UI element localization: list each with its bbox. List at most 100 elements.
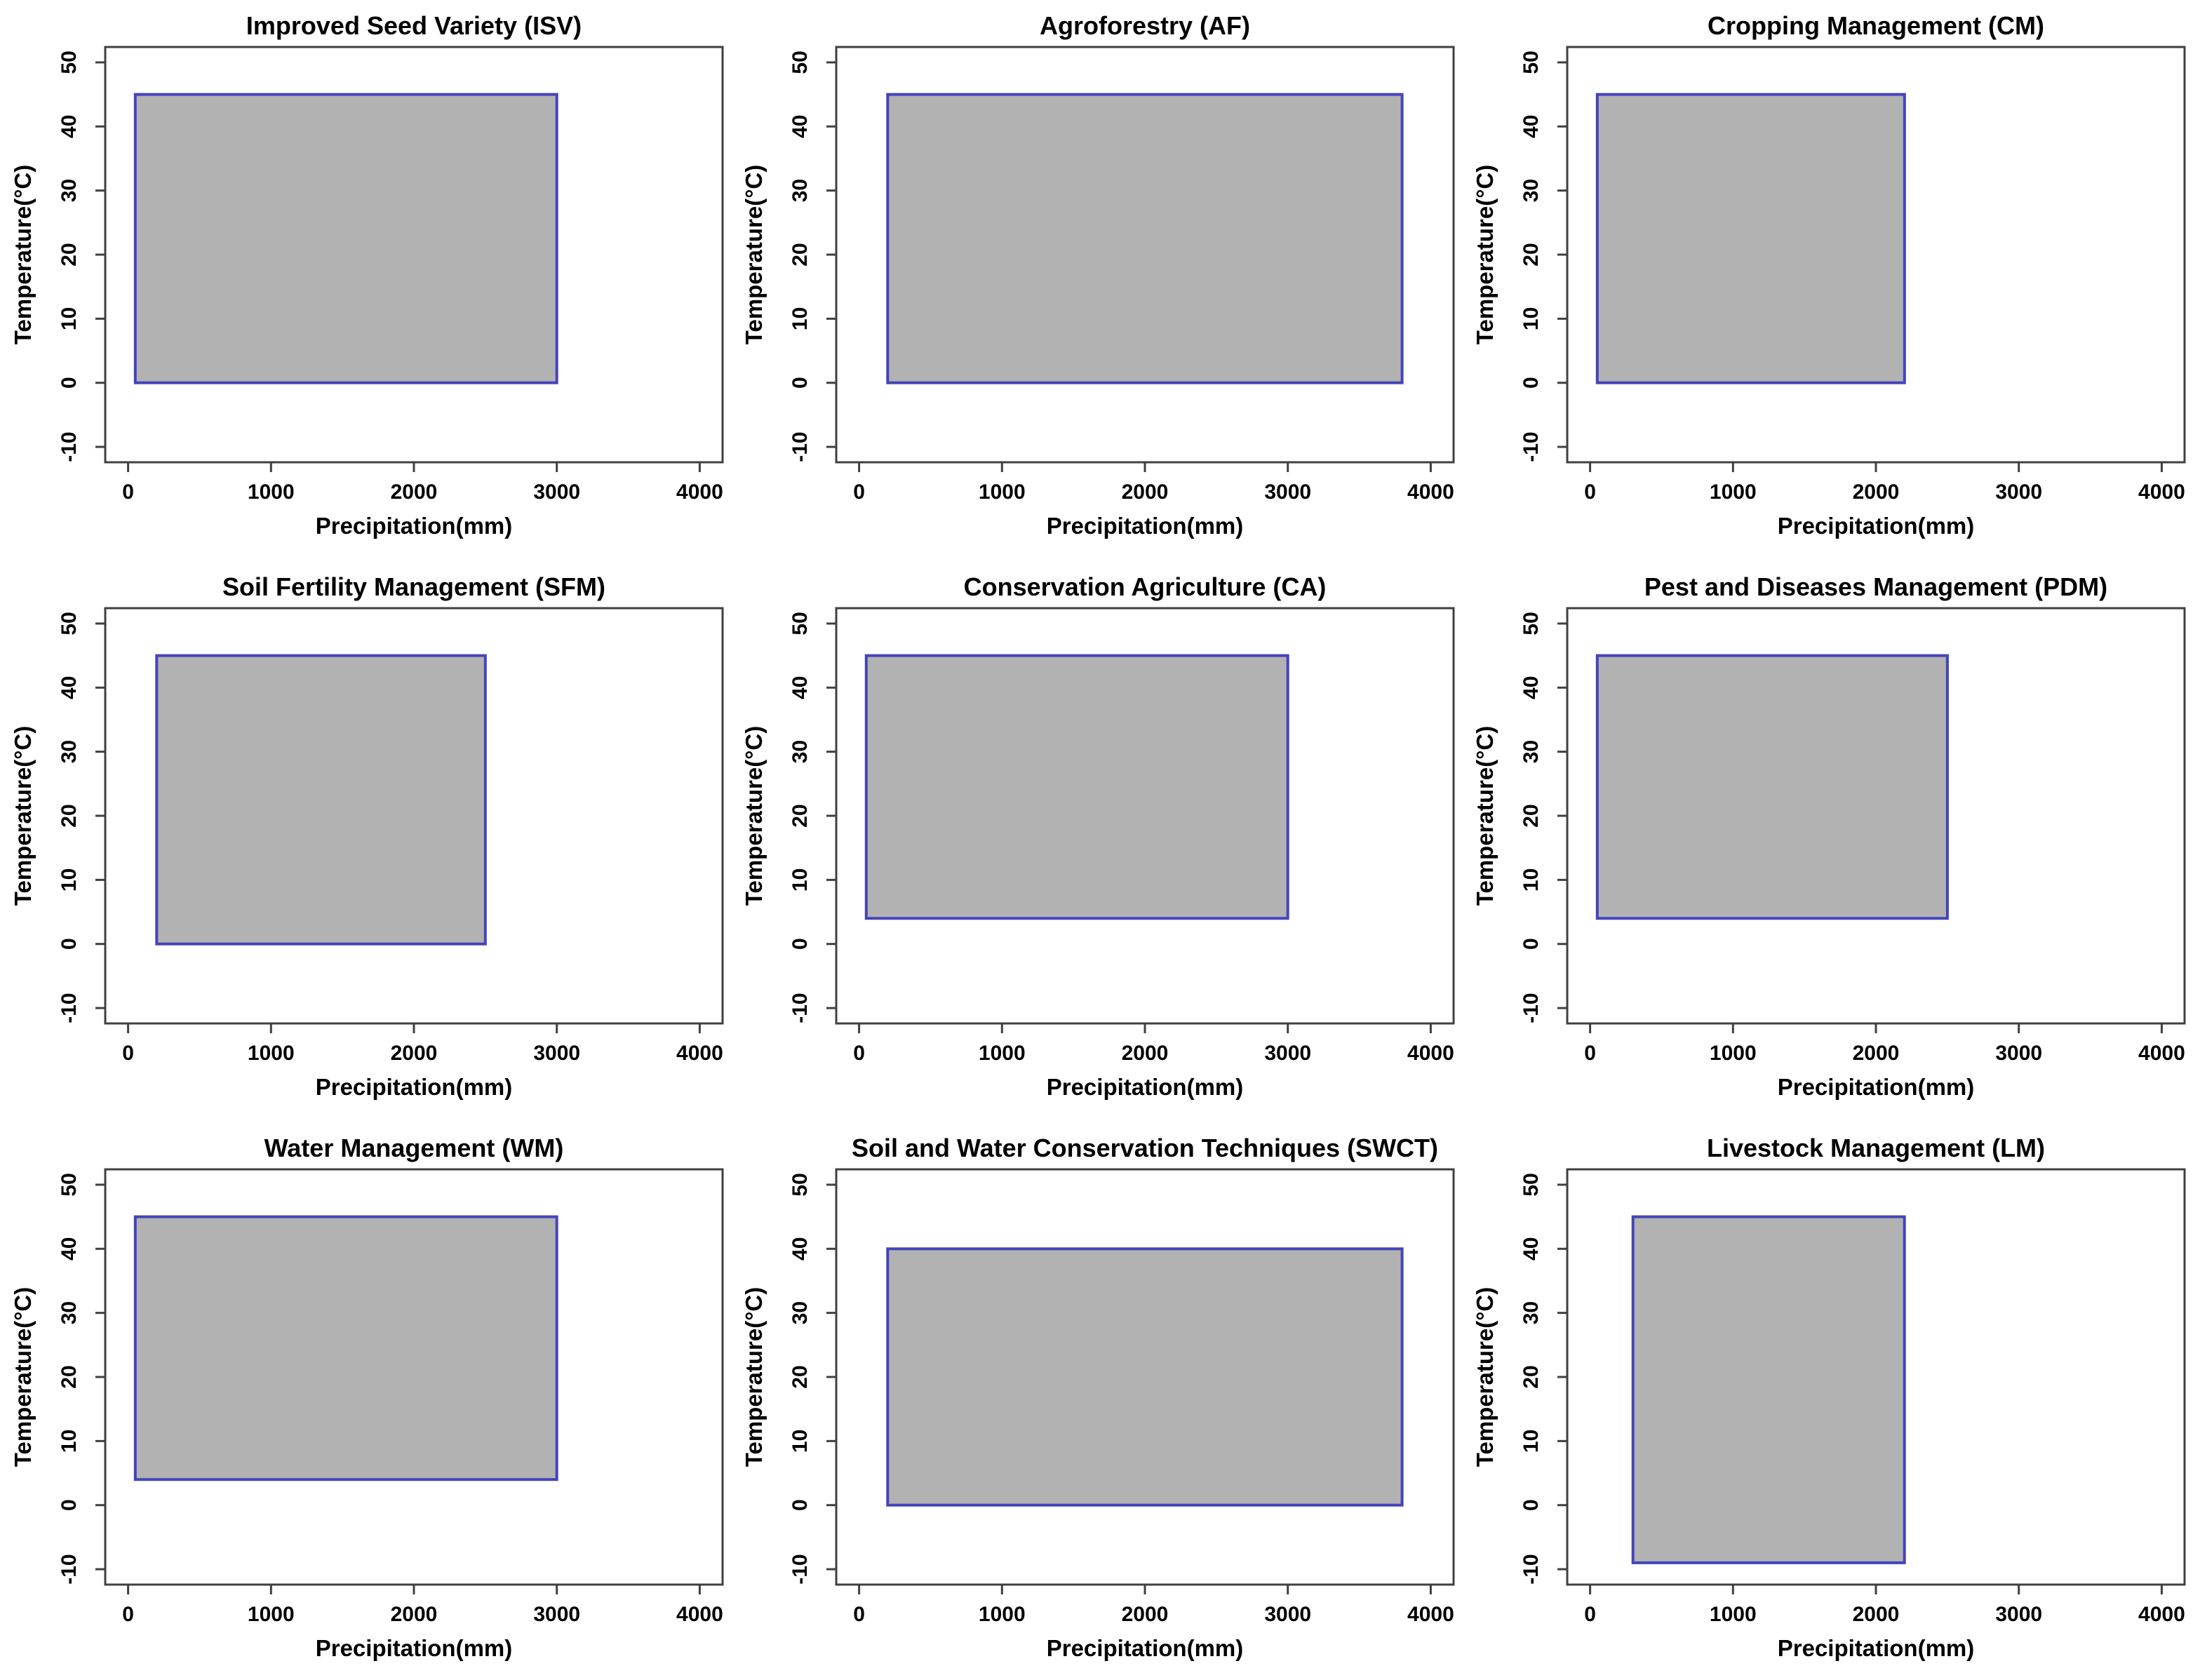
y-tick-label: 0	[58, 377, 81, 389]
x-tick-label: 0	[122, 1042, 134, 1065]
y-tick-label: 40	[1520, 1237, 1543, 1261]
chart-panel-isv: Improved Seed Variety (ISV) 0 1000 2000 3000…	[0, 0, 731, 561]
x-axis-label: Precipitation(mm)	[1778, 1635, 1975, 1661]
x-tick-label: 4000	[676, 1603, 723, 1626]
chart-title: Water Management (WM)	[264, 1134, 564, 1162]
y-tick-label: 30	[58, 740, 81, 763]
y-tick-label: 20	[58, 1365, 81, 1388]
y-tick-label: 10	[789, 307, 812, 330]
x-tick-label: 1000	[979, 1603, 1026, 1626]
x-tick-label: 2000	[391, 481, 438, 504]
climate-envelope-rect	[886, 93, 1404, 384]
x-axis-label: Precipitation(mm)	[316, 513, 513, 539]
x-tick-label: 3000	[1264, 1042, 1311, 1065]
y-tick-label: 50	[1520, 612, 1543, 635]
plot-area: 0 1000 2000 3000 4000 -10 0 10 20 30 40 50 Precipita…	[10, 46, 724, 539]
x-tick-label: 4000	[1407, 1042, 1454, 1065]
x-tick-label: 1000	[248, 481, 295, 504]
y-tick-label: 20	[789, 804, 812, 827]
x-tick-label: 0	[1584, 481, 1596, 504]
x-tick-label: 1000	[1710, 1603, 1757, 1626]
plot-area: 0 1000 2000 3000 4000 -10 0 10 20 30 40 50 Precipita…	[1472, 1168, 2186, 1661]
y-tick-label: 30	[58, 1301, 81, 1324]
climate-envelope-rect	[155, 654, 487, 946]
x-tick-label: 0	[1584, 1603, 1596, 1626]
x-tick-label: 2000	[391, 1042, 438, 1065]
y-tick-label: -10	[58, 431, 81, 462]
x-tick-label: 2000	[1122, 1042, 1169, 1065]
chart-title: Soil and Water Conservation Techniques (…	[851, 1134, 1439, 1162]
x-tick-label: 3000	[1995, 1042, 2042, 1065]
y-tick-label: 40	[58, 115, 81, 138]
y-tick-label: 10	[58, 307, 81, 330]
chart-title: Livestock Management (LM)	[1706, 1134, 2046, 1162]
y-tick-label: -10	[58, 1554, 81, 1584]
climate-envelope-rect	[886, 1247, 1404, 1507]
chart-panel-lm: Livestock Management (LM) 0 1000 2000 3000 40…	[1462, 1122, 2193, 1680]
x-tick-label: 1000	[248, 1603, 295, 1626]
y-tick-label: 30	[789, 1301, 812, 1324]
x-axis-label: Precipitation(mm)	[1778, 513, 1975, 539]
chart-title: Improved Seed Variety (ISV)	[246, 11, 582, 40]
climate-envelope-rect	[1595, 654, 1949, 920]
y-axis-label: Temperature(°C)	[741, 1287, 767, 1467]
chart-panel-ca: Conservation Agriculture (CA) 0 1000 2000 30…	[731, 561, 1462, 1122]
x-tick-label: 1000	[1710, 1042, 1757, 1065]
climate-envelope-rect	[1631, 1215, 1906, 1564]
climate-envelope-rect	[1595, 93, 1906, 384]
chart-panel-pdm: Pest and Diseases Management (PDM) 0 1000 2…	[1462, 561, 2193, 1122]
chart-panel-sfm: Soil Fertility Management (SFM) 0 1000 2000…	[0, 561, 731, 1122]
plot-area: 0 1000 2000 3000 4000 -10 0 10 20 30 40 50 Precipita…	[741, 1168, 1455, 1661]
y-tick-label: 30	[1520, 179, 1543, 202]
y-tick-label: 30	[1520, 1301, 1543, 1324]
x-tick-label: 4000	[1407, 481, 1454, 504]
x-tick-label: 1000	[248, 1042, 295, 1065]
x-tick-label: 3000	[1995, 1603, 2042, 1626]
y-tick-label: 50	[58, 1173, 81, 1196]
x-axis-label: Precipitation(mm)	[316, 1074, 513, 1100]
chart-panel-cm: Cropping Management (CM) 0 1000 2000 3000 400…	[1462, 0, 2193, 561]
x-tick-label: 3000	[1264, 481, 1311, 504]
x-tick-label: 2000	[1853, 1042, 1900, 1065]
chart-panel-af: Agroforestry (AF) 0 1000 2000 3000 4000 -10 0 10…	[731, 0, 1462, 561]
y-tick-label: 0	[789, 938, 812, 950]
x-tick-label: 0	[122, 481, 134, 504]
y-tick-label: 20	[1520, 1365, 1543, 1388]
x-tick-label: 3000	[1995, 481, 2042, 504]
y-axis-label: Temperature(°C)	[1472, 726, 1498, 906]
y-tick-label: 0	[58, 938, 81, 950]
y-tick-label: 10	[58, 1430, 81, 1453]
y-tick-label: -10	[789, 993, 812, 1023]
y-tick-label: -10	[58, 993, 81, 1023]
plot-area: 0 1000 2000 3000 4000 -10 0 10 20 30 40 50 Precipita…	[10, 607, 724, 1100]
x-tick-label: 2000	[1122, 481, 1169, 504]
y-tick-label: 10	[789, 1430, 812, 1453]
x-tick-label: 4000	[2138, 481, 2185, 504]
x-tick-label: 3000	[533, 1042, 580, 1065]
y-tick-label: 50	[789, 51, 812, 74]
chart-panel-wm: Water Management (WM) 0 1000 2000 3000 4000 -1…	[0, 1122, 731, 1680]
x-tick-label: 2000	[1853, 1603, 1900, 1626]
x-tick-label: 4000	[676, 481, 723, 504]
y-tick-label: -10	[1520, 1554, 1543, 1584]
x-axis-label: Precipitation(mm)	[316, 1635, 513, 1661]
y-tick-label: 40	[58, 1237, 81, 1261]
y-tick-label: 50	[1520, 1173, 1543, 1196]
y-tick-label: 10	[789, 868, 812, 892]
y-tick-label: 0	[58, 1499, 81, 1511]
y-tick-label: 0	[1520, 377, 1543, 389]
y-tick-label: 10	[1520, 1430, 1543, 1453]
y-tick-label: 30	[789, 740, 812, 763]
x-tick-label: 0	[1584, 1042, 1596, 1065]
chart-title: Agroforestry (AF)	[1039, 11, 1250, 40]
y-tick-label: 0	[1520, 1499, 1543, 1511]
y-tick-label: 10	[1520, 868, 1543, 892]
plot-area: 0 1000 2000 3000 4000 -10 0 10 20 30 40 50 Precipita…	[10, 1168, 724, 1661]
x-tick-label: 0	[853, 1603, 865, 1626]
y-axis-label: Temperature(°C)	[1472, 1287, 1498, 1467]
y-tick-label: 10	[58, 868, 81, 892]
y-axis-label: Temperature(°C)	[741, 726, 767, 906]
y-tick-label: 0	[789, 1499, 812, 1511]
x-tick-label: 0	[122, 1603, 134, 1626]
